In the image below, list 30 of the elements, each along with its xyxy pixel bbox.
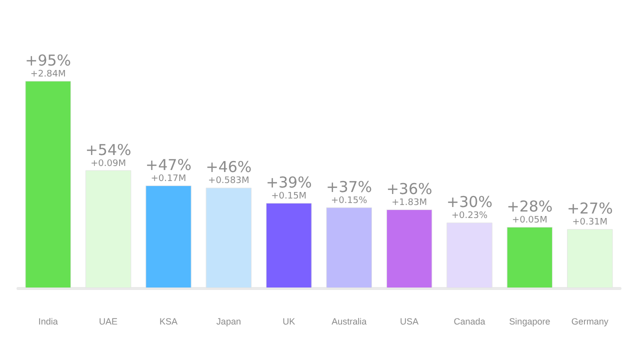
data-label: +27% [566, 200, 613, 218]
annotation: +0.05M [512, 215, 548, 226]
x-tick-label: Japan [216, 316, 241, 326]
data-label: +95% [25, 51, 72, 70]
annotation: +0.23% [451, 211, 488, 222]
x-tick-label: UK [282, 316, 296, 326]
annotation: +0.17M [150, 174, 186, 184]
annotation: +0.09M [90, 158, 126, 169]
annotation: +2.84M [30, 69, 66, 80]
data-label: +47% [146, 156, 192, 174]
x-tick-label: Canada [454, 316, 486, 326]
x-tick-label: USA [400, 316, 419, 326]
annotation: +0.31M [572, 218, 608, 228]
annotation: +0.583M [208, 176, 250, 186]
x-tick-label: India [38, 316, 58, 326]
data-label: +54% [85, 140, 132, 159]
data-label: +37% [326, 178, 372, 196]
annotation: +0.15% [331, 196, 368, 206]
data-label: +28% [506, 197, 553, 216]
annotation: +1.83M [392, 198, 427, 208]
data-label: +46% [206, 158, 252, 176]
data-label: +39% [266, 173, 312, 192]
annotation: +0.15M [271, 191, 307, 202]
x-tick-label: UAE [99, 316, 118, 326]
data-label: +30% [446, 193, 492, 212]
data-label: +36% [386, 180, 432, 198]
x-tick-label: KSA [159, 316, 178, 326]
x-tick-label: Australia [332, 316, 367, 326]
x-tick-label: Singapore [509, 316, 550, 326]
x-tick-label: Germany [571, 316, 609, 326]
